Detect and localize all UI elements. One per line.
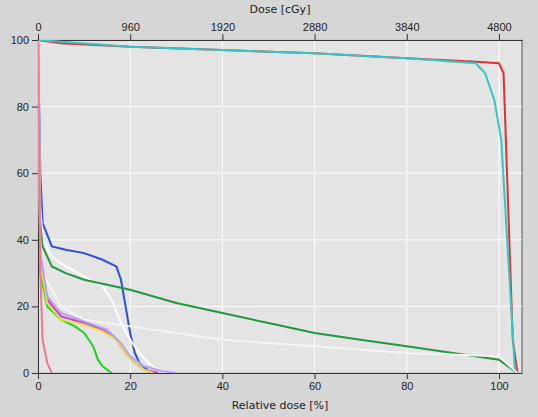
series-line	[38, 40, 517, 373]
series-line	[38, 40, 153, 373]
tick-label: 40	[217, 380, 229, 392]
tick: 0	[23, 367, 38, 379]
tick-mark	[407, 34, 408, 40]
grid-line	[406, 40, 407, 373]
tick: 100	[11, 34, 38, 46]
tick: 3840	[395, 21, 419, 40]
tick-label: 80	[17, 101, 29, 113]
plot-frame	[38, 40, 522, 373]
grid-line	[38, 173, 522, 174]
tick-label: 100	[11, 34, 29, 46]
tick-label: 2880	[303, 21, 327, 33]
tick: 0	[35, 373, 41, 392]
tick-label: 100	[490, 380, 508, 392]
background	[0, 0, 538, 417]
tick-mark	[315, 34, 316, 40]
tick-mark	[32, 373, 38, 374]
tick: 60	[309, 373, 321, 392]
tick: 2880	[303, 21, 327, 40]
series-line	[38, 40, 158, 373]
axis-line	[39, 373, 523, 374]
grid-line	[38, 106, 522, 107]
tick: 80	[401, 373, 413, 392]
axis-line	[39, 40, 523, 41]
tick: 40	[217, 373, 229, 392]
tick-label: 4800	[487, 21, 511, 33]
tick-label: 60	[17, 167, 29, 179]
tick-label: 0	[23, 367, 29, 379]
tick: 40	[17, 234, 38, 246]
tick-label: 80	[401, 380, 413, 392]
grid-line	[38, 306, 522, 307]
grid-line	[222, 40, 223, 373]
tick-mark	[130, 373, 131, 379]
tick-mark	[499, 34, 500, 40]
series-line	[38, 40, 517, 373]
tick-mark	[32, 173, 38, 174]
tick-label: 20	[125, 380, 137, 392]
tick-label: 0	[35, 380, 41, 392]
chart: 0 20 40 60 80 100 0 960 1920 2880 3840 4800 0 20 40 60 8…	[0, 0, 538, 417]
tick: 80	[17, 101, 38, 113]
y-axis: 0 20 40 60 80 100	[11, 34, 39, 379]
tick-label: 0	[35, 21, 41, 33]
series-line	[38, 40, 52, 373]
grid-line	[38, 40, 522, 41]
tick: 4800	[487, 21, 511, 40]
tick-label: 60	[309, 380, 321, 392]
tick-mark	[222, 373, 223, 379]
tick-label: 40	[17, 234, 29, 246]
series-group	[38, 40, 517, 373]
tick: 20	[17, 300, 38, 312]
tick-label: 3840	[395, 21, 419, 33]
tick: 1920	[211, 21, 235, 40]
series-line	[38, 40, 517, 373]
tick-mark	[38, 373, 39, 379]
axis-title: Dose [cGy]	[250, 3, 311, 16]
tick-label: 20	[17, 300, 29, 312]
x-axis: 0 20 40 60 80 100	[35, 373, 522, 392]
tick: 960	[122, 21, 140, 40]
tick-mark	[32, 107, 38, 108]
tick-mark	[130, 34, 131, 40]
series-line	[38, 40, 176, 373]
tick-mark	[315, 373, 316, 379]
tick: 100	[490, 373, 508, 392]
tick-mark	[32, 240, 38, 241]
grid-line	[38, 239, 522, 240]
tick: 20	[125, 373, 137, 392]
tick-label: 960	[122, 21, 140, 33]
series-line	[38, 40, 158, 373]
tick: 0	[35, 21, 41, 40]
grid-line	[498, 40, 499, 373]
grid-line	[314, 40, 315, 373]
grid-line	[130, 40, 131, 373]
x2-axis: 0 960 1920 2880 3840 4800	[35, 21, 522, 41]
grid	[38, 40, 522, 373]
tick-mark	[407, 373, 408, 379]
tick-mark	[222, 34, 223, 40]
tick-mark	[38, 34, 39, 40]
tick-label: 1920	[211, 21, 235, 33]
tick-mark	[32, 40, 38, 41]
plot: 0 20 40 60 80 100 0 960 1920 2880 3840 4800 0 20 40 60 8…	[11, 21, 523, 392]
tick-mark	[32, 306, 38, 307]
tick-mark	[499, 373, 500, 379]
tick: 60	[17, 167, 38, 179]
axis-title: Relative dose [%]	[232, 399, 329, 412]
